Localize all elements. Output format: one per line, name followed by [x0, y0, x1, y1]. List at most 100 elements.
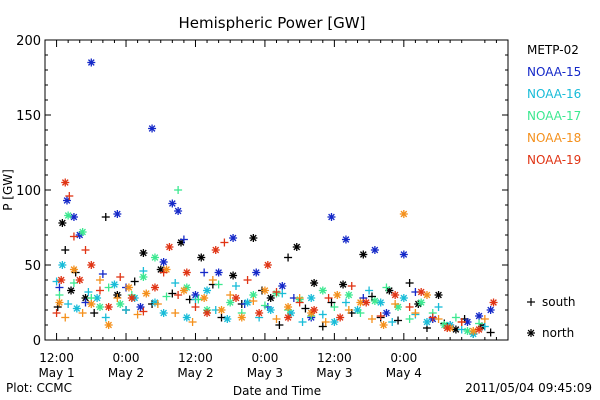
data-point: [422, 318, 431, 326]
data-point: [399, 294, 408, 302]
data-point: [260, 286, 269, 295]
data-point: [457, 318, 466, 326]
legend-entry: NOAA-18: [527, 131, 581, 145]
data-point: [382, 283, 391, 292]
data-point: [417, 288, 426, 296]
data-point: [399, 210, 408, 218]
x-tick-date: May 4: [386, 366, 422, 380]
data-point: [307, 294, 316, 302]
x-tick-date: May 2: [177, 366, 213, 380]
data-point: [194, 295, 203, 304]
data-point: [231, 294, 240, 302]
data-point: [489, 298, 498, 307]
data-point: [104, 321, 113, 329]
data-point: [272, 315, 281, 323]
y-axis: 0 50 100 150 200: [16, 34, 508, 349]
data-point: [90, 309, 99, 317]
chart-title: Hemispheric Power [GW]: [179, 14, 366, 32]
x-tick-time: 0:00: [390, 351, 417, 365]
x-tick-time: 0:00: [113, 351, 140, 365]
data-point: [95, 286, 104, 295]
data-point: [139, 273, 148, 281]
data-point: [405, 315, 414, 323]
data-point: [98, 270, 107, 278]
data-point: [64, 300, 73, 308]
legend-entry: NOAA-17: [527, 109, 581, 123]
data-point: [220, 238, 229, 247]
data-point: [434, 303, 443, 311]
data-point: [327, 213, 336, 221]
data-point: [101, 313, 110, 322]
data-point: [327, 298, 336, 307]
data-point: [284, 313, 293, 322]
data-point: [237, 313, 246, 322]
data-point: [200, 268, 209, 277]
y-tick-label: 200: [16, 34, 41, 49]
data-point: [249, 297, 258, 305]
data-point: [165, 243, 174, 251]
data-point: [310, 306, 319, 314]
data-point: [336, 313, 345, 322]
data-point: [81, 246, 90, 254]
data-point: [359, 294, 368, 302]
data-point: [130, 277, 139, 286]
data-point: [249, 234, 258, 242]
data-point: [57, 276, 66, 284]
data-point: [486, 328, 495, 337]
data-point: [243, 298, 252, 307]
data-point: [171, 309, 180, 317]
data-point: [341, 235, 350, 244]
data-point: [362, 298, 371, 307]
data-point: [347, 282, 356, 290]
data-point: [252, 268, 261, 277]
data-point: [168, 289, 177, 298]
data-point: [443, 324, 452, 332]
data-point: [162, 292, 171, 301]
data-point: [333, 291, 342, 299]
north-marker-icon: [527, 329, 535, 337]
y-tick-label: 50: [24, 259, 41, 274]
data-point: [229, 271, 238, 280]
data-point: [399, 250, 408, 259]
data-point: [116, 273, 125, 281]
y-axis-label: P [GW]: [1, 169, 15, 211]
data-point: [159, 309, 168, 317]
data-point: [133, 310, 142, 319]
data-point: [405, 279, 414, 287]
data-point: [203, 309, 212, 317]
data-point: [480, 315, 489, 323]
legend-marker-label: south: [542, 295, 576, 309]
data-point: [451, 313, 460, 322]
y-tick-label: 100: [16, 184, 41, 199]
data-point: [434, 315, 443, 323]
data-point: [75, 276, 84, 284]
data-point: [356, 309, 365, 317]
data-point: [422, 291, 431, 299]
data-point: [417, 298, 426, 307]
data-point: [284, 303, 293, 311]
data-point: [321, 318, 330, 326]
data-point: [284, 253, 293, 262]
data-point: [344, 291, 353, 299]
data-point: [330, 318, 339, 326]
data-point: [391, 300, 400, 308]
data-point: [469, 327, 478, 335]
data-point: [61, 313, 70, 322]
data-point: [81, 298, 90, 307]
data-point: [292, 243, 301, 251]
data-point: [214, 280, 223, 289]
x-axis-label: Date and Time: [233, 384, 321, 398]
legend: METP-02 NOAA-15 NOAA-16 NOAA-17 NOAA-18 NOAA-…: [527, 43, 581, 340]
data-point: [159, 268, 168, 277]
x-tick-date: May 2: [108, 366, 144, 380]
legend-entry: NOAA-15: [527, 65, 581, 79]
data-point: [148, 124, 157, 133]
data-point: [142, 289, 151, 298]
data-point: [52, 309, 61, 317]
data-point: [136, 303, 145, 311]
data-point: [124, 283, 133, 292]
data-point: [58, 261, 67, 269]
data-point: [266, 306, 275, 314]
data-point: [223, 315, 232, 323]
